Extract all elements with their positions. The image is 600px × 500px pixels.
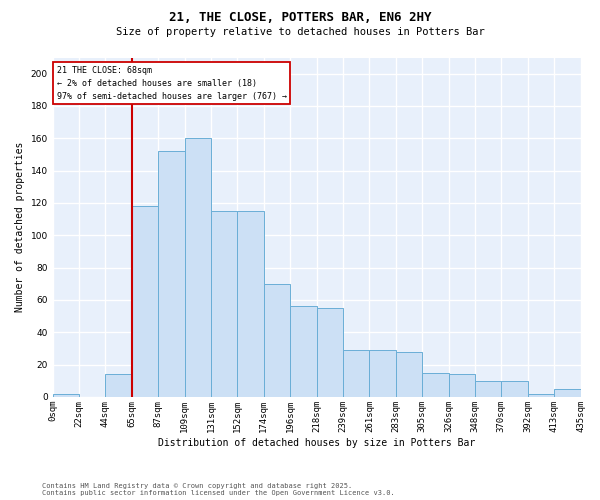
Bar bbox=[528, 394, 554, 397]
X-axis label: Distribution of detached houses by size in Potters Bar: Distribution of detached houses by size … bbox=[158, 438, 475, 448]
Bar bbox=[290, 306, 317, 397]
Bar bbox=[317, 308, 343, 397]
Bar bbox=[211, 211, 238, 397]
Bar bbox=[449, 374, 475, 397]
Bar bbox=[475, 381, 502, 397]
Y-axis label: Number of detached properties: Number of detached properties bbox=[15, 142, 25, 312]
Text: 21 THE CLOSE: 68sqm
← 2% of detached houses are smaller (18)
97% of semi-detache: 21 THE CLOSE: 68sqm ← 2% of detached hou… bbox=[56, 66, 287, 101]
Bar bbox=[554, 389, 581, 397]
Bar bbox=[370, 350, 396, 397]
Text: 21, THE CLOSE, POTTERS BAR, EN6 2HY: 21, THE CLOSE, POTTERS BAR, EN6 2HY bbox=[169, 11, 431, 24]
Bar bbox=[53, 394, 79, 397]
Text: Contains HM Land Registry data © Crown copyright and database right 2025.
Contai: Contains HM Land Registry data © Crown c… bbox=[42, 483, 395, 496]
Bar bbox=[343, 350, 370, 397]
Bar bbox=[238, 211, 264, 397]
Bar bbox=[185, 138, 211, 397]
Bar bbox=[422, 372, 449, 397]
Bar bbox=[396, 352, 422, 397]
Bar bbox=[132, 206, 158, 397]
Bar bbox=[502, 381, 528, 397]
Bar bbox=[106, 374, 132, 397]
Bar bbox=[158, 151, 185, 397]
Text: Size of property relative to detached houses in Potters Bar: Size of property relative to detached ho… bbox=[116, 27, 484, 37]
Bar bbox=[264, 284, 290, 397]
